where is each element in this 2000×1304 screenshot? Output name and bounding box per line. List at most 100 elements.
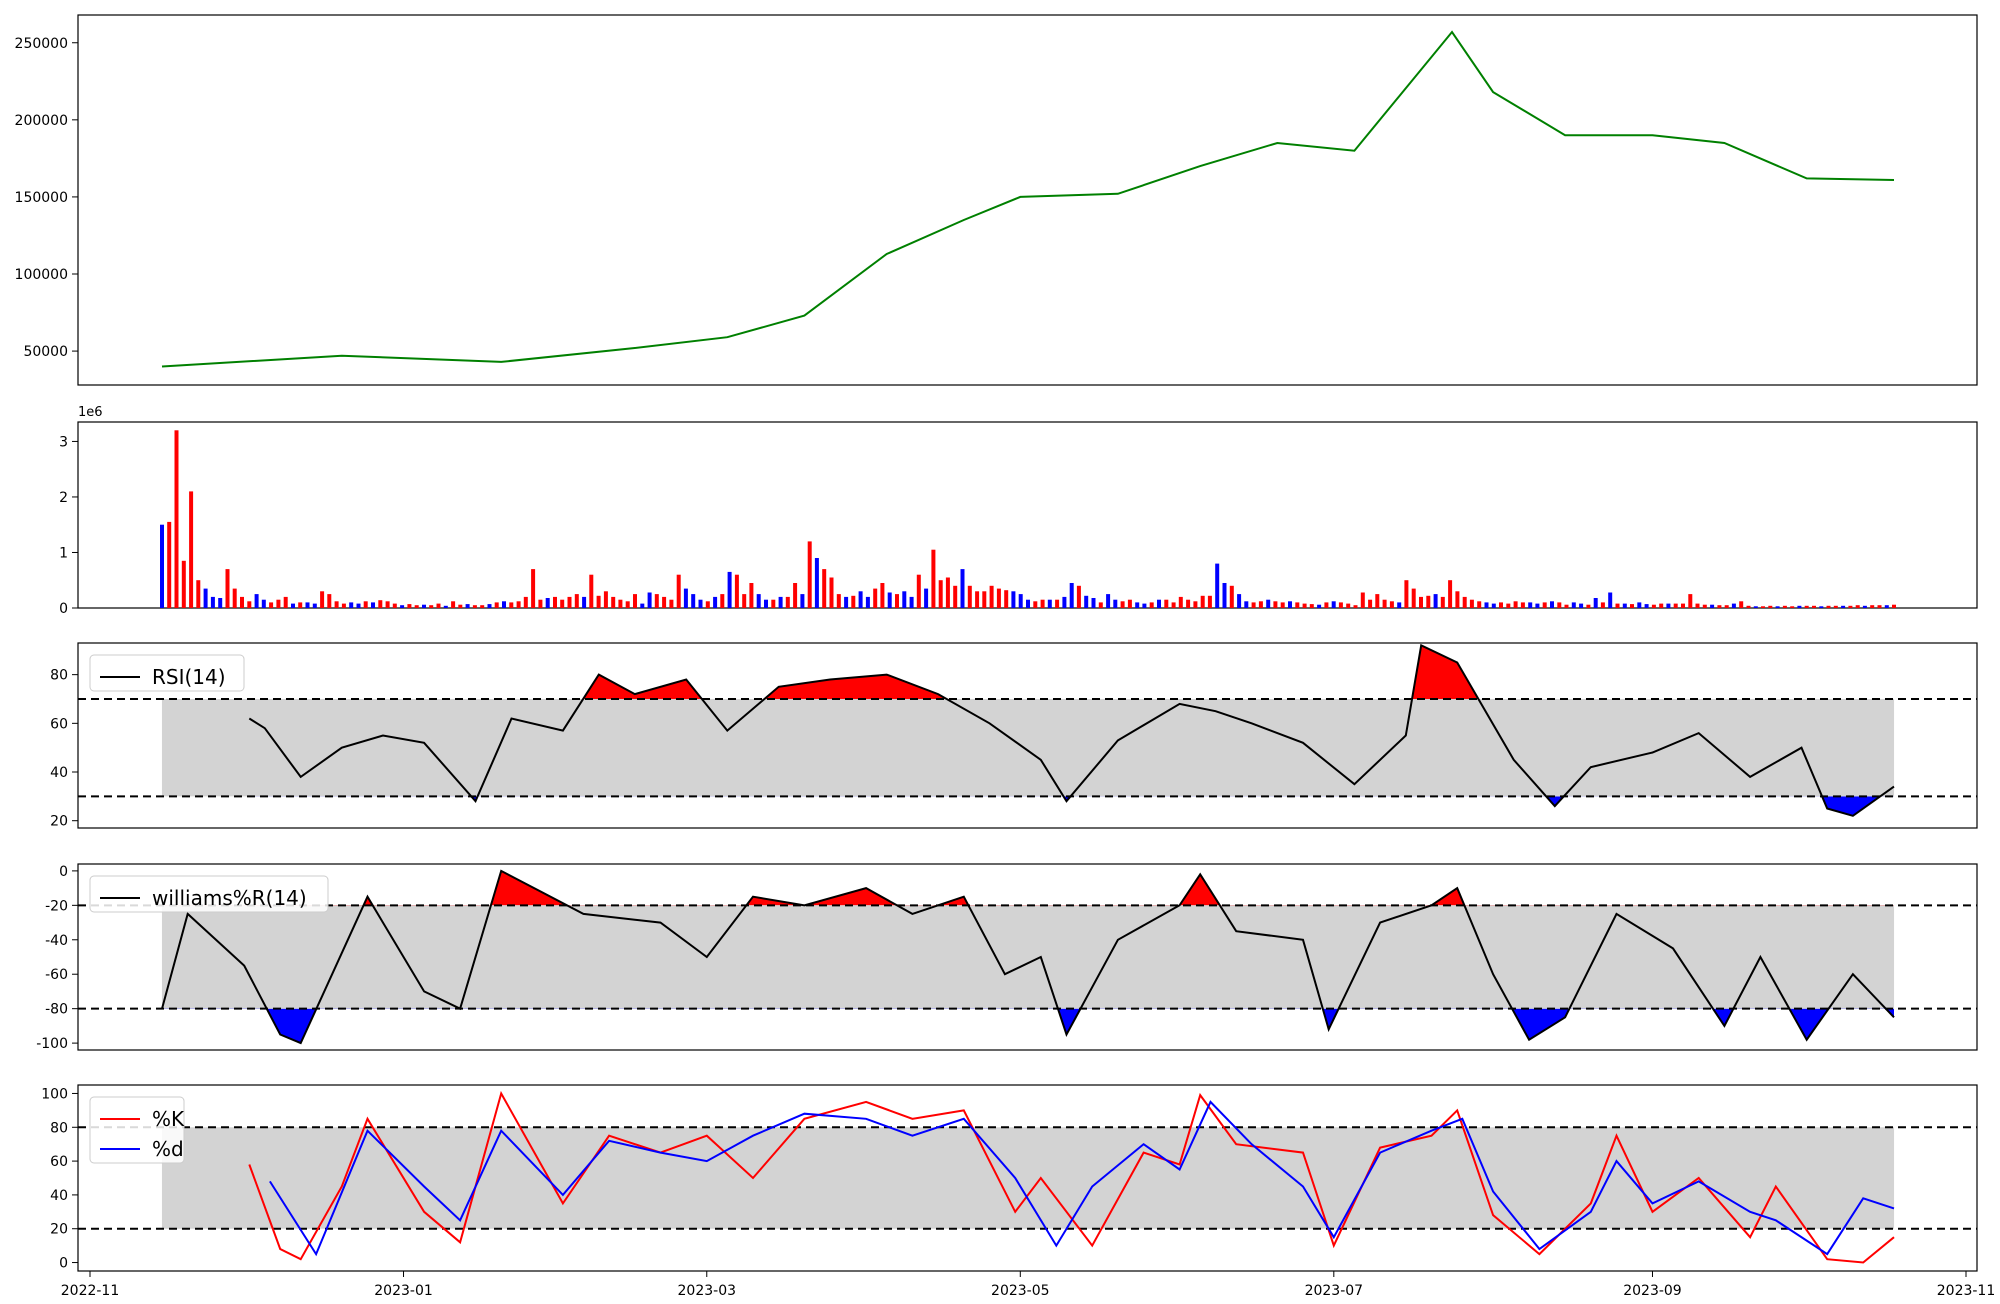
volume-bar (1084, 595, 1089, 608)
volume-bar (451, 601, 456, 608)
volume-bar (203, 588, 208, 608)
volume-bar (1724, 605, 1729, 608)
volume-bar (240, 596, 244, 608)
volume-bar (1841, 605, 1846, 608)
volume-ytick-label: 3 (59, 434, 68, 450)
volume-bar (1229, 585, 1234, 608)
volume-bar (975, 591, 980, 608)
volume-bar (683, 588, 688, 608)
volume-bar (705, 601, 710, 608)
volume-bar (574, 594, 579, 608)
volume-bar (1033, 601, 1038, 608)
volume-bar (1855, 605, 1860, 608)
volume-bar (1433, 594, 1438, 608)
rsi-ytick-label: 20 (50, 814, 68, 830)
volume-bar (589, 574, 594, 608)
volume-bar (436, 603, 441, 608)
volume-bar (1171, 602, 1176, 608)
volume-bar (1797, 605, 1802, 608)
volume-bar (1331, 601, 1336, 608)
volume-bar (472, 605, 477, 608)
volume-bar (902, 591, 907, 608)
volume-bar (1782, 605, 1787, 608)
volume-bar (1550, 601, 1554, 608)
volume-bar (1295, 602, 1300, 608)
volume-bar (1382, 599, 1387, 608)
volume-bar (1069, 583, 1074, 608)
volume-bar (531, 569, 536, 608)
volume-bar (1571, 602, 1576, 608)
volume-bar (1462, 596, 1467, 608)
williams-legend-label: williams%R(14) (152, 886, 307, 910)
volume-bar (480, 605, 485, 608)
volume-bar (938, 580, 943, 608)
volume-bar (640, 603, 645, 608)
volume-bar (378, 600, 383, 608)
volume-bar (1520, 602, 1525, 608)
volume-bar (1790, 606, 1795, 608)
volume-bar (174, 430, 179, 608)
stochastic-ytick-label: 60 (50, 1154, 68, 1170)
volume-bar (1484, 602, 1489, 608)
volume-bar (596, 595, 601, 608)
volume-bar (1324, 602, 1329, 608)
volume-bar (429, 605, 434, 608)
x-tick-label: 2022-11 (61, 1283, 120, 1299)
volume-bar (1207, 595, 1212, 608)
rsi-panel: 20 40 60 80 RSI(14) (50, 642, 1978, 830)
volume-bar (1280, 602, 1285, 608)
stochastic-ytick-label: 0 (59, 1256, 68, 1272)
volume-bar (1251, 602, 1256, 608)
williams-overbought-fill (162, 870, 1894, 906)
volume-bar (1637, 602, 1642, 608)
volume-bar (218, 598, 223, 608)
volume-bar (1892, 604, 1896, 608)
volume-bar (1542, 602, 1547, 608)
volume-bar (1600, 602, 1605, 608)
volume-bar (210, 596, 215, 608)
x-tick-label: 2023-05 (991, 1283, 1050, 1299)
volume-bar (982, 591, 987, 608)
volume-bar (1812, 605, 1816, 608)
volume-bar (1775, 606, 1780, 608)
volume-bar (807, 541, 812, 608)
volume-ytick-label: 1 (59, 545, 68, 561)
volume-bar (931, 549, 936, 608)
volume-bar (1411, 588, 1416, 608)
stochastic-legend-label: %d (152, 1137, 184, 1161)
volume-bar (298, 602, 303, 608)
volume-bar (1026, 599, 1030, 608)
volume-bar (1557, 602, 1562, 608)
volume-bar (1011, 591, 1016, 608)
volume-bar (407, 604, 412, 608)
volume-bar (749, 583, 754, 608)
volume-bar (1688, 594, 1693, 608)
stochastic-ytick-label: 80 (50, 1120, 68, 1136)
volume-bar (1673, 603, 1678, 608)
volume-bar (1695, 603, 1700, 608)
volume-bar (291, 603, 295, 608)
volume-bar (400, 605, 405, 608)
volume-bar (1266, 599, 1271, 608)
volume-bar (1076, 585, 1081, 608)
volume-bar (1404, 580, 1409, 608)
volume-bar (283, 596, 288, 608)
volume-bar (1499, 602, 1503, 608)
volume-bar (618, 599, 623, 608)
rsi-frame (77, 642, 1978, 829)
rsi-ytick-label: 80 (50, 668, 68, 684)
volume-bar (1106, 594, 1111, 608)
stochastic-legend-box (89, 1096, 185, 1164)
volume-bar (669, 599, 674, 608)
volume-bar (538, 599, 543, 608)
volume-bar (1004, 590, 1009, 608)
volume-bar (1819, 606, 1824, 608)
volume-bar (254, 594, 259, 608)
volume-bar (1702, 604, 1707, 608)
volume-bar (1338, 602, 1343, 608)
volume-bar (1288, 601, 1292, 608)
volume-bar (1491, 603, 1496, 608)
volume-bar (494, 602, 499, 608)
williams-legend-box (89, 875, 329, 913)
